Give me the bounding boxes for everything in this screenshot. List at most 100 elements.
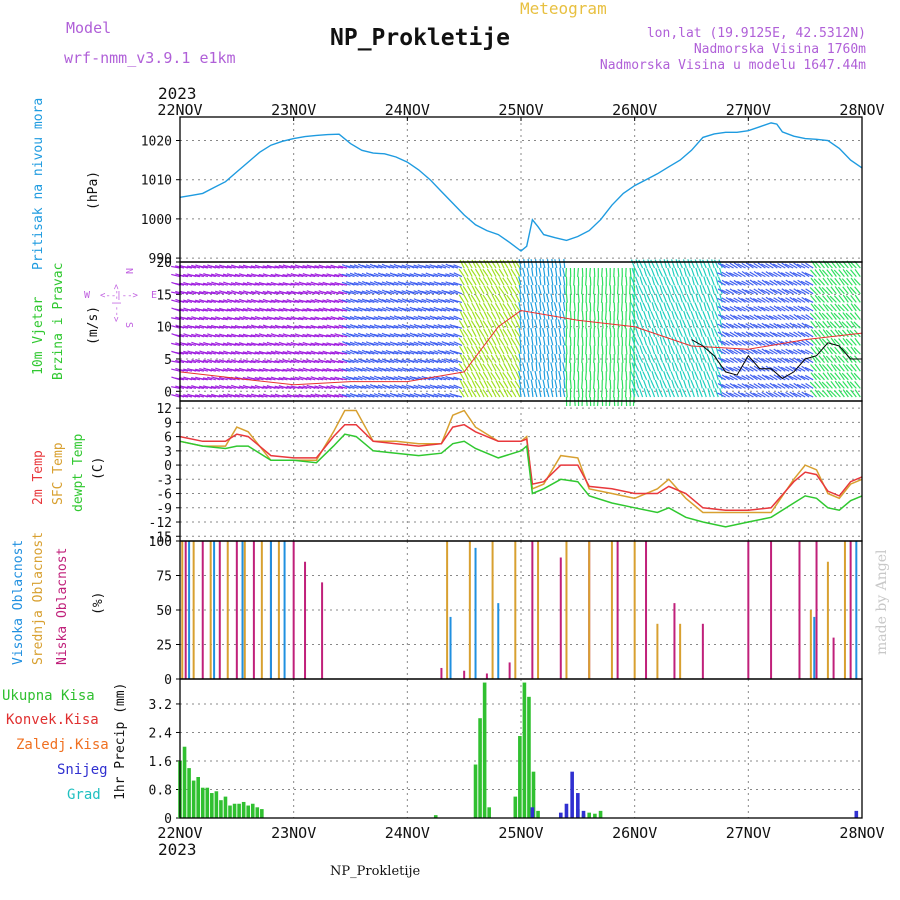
wind-arrow	[714, 319, 719, 329]
wind-arrow	[818, 363, 825, 372]
wind-arrow	[788, 280, 798, 286]
wind-arrow	[479, 319, 485, 329]
wind-arrow	[725, 314, 734, 321]
wind-arrow	[381, 307, 391, 312]
wind-arrow	[310, 316, 320, 321]
wind-arrow	[818, 278, 825, 286]
wind-arrow	[425, 384, 435, 389]
wind-arrow	[511, 371, 517, 381]
wind-arrow	[773, 289, 782, 295]
wind-arrow	[721, 314, 730, 321]
wind-arrow	[322, 291, 332, 295]
wind-arrow	[761, 332, 770, 338]
wind-arrow	[278, 333, 288, 338]
wind-arrow	[171, 360, 181, 364]
wind-arrow	[551, 258, 554, 269]
temp-ylabel-1: 2m Temp	[31, 450, 46, 505]
wind-arrow	[737, 306, 746, 312]
wind-arrow	[838, 363, 845, 372]
wind-arrow	[290, 300, 300, 303]
wind-arrow	[518, 310, 522, 320]
precip-bar-total_precip	[255, 807, 260, 818]
wind-arrow	[694, 371, 699, 381]
wind-arrow	[565, 362, 568, 372]
wind-arrow	[294, 273, 304, 278]
wind-arrow	[737, 322, 746, 329]
wind-arrow	[357, 273, 367, 278]
wind-arrow	[761, 391, 770, 398]
wind-arrow	[647, 310, 652, 320]
wind-arrow	[761, 340, 770, 346]
wind-arrow	[687, 379, 691, 389]
wind-arrow	[397, 393, 407, 398]
wind-arrow	[563, 379, 566, 389]
wind-arrow	[546, 259, 550, 269]
wind-arrow	[453, 341, 463, 346]
wind-arrow	[554, 379, 558, 389]
wind-arrow	[838, 320, 845, 329]
wind-arrow	[625, 345, 628, 355]
wind-arrow	[745, 340, 754, 346]
wind-arrow	[702, 293, 707, 303]
wind-arrow	[542, 353, 546, 363]
wind-arrow	[502, 328, 509, 338]
y-tick-label: 0	[164, 385, 172, 400]
wind-arrow	[773, 322, 782, 329]
wind-arrow	[678, 302, 683, 312]
wind-arrow	[638, 362, 644, 372]
wind-arrow	[577, 362, 579, 372]
wind-arrow	[834, 372, 841, 381]
wind-arrow	[690, 388, 695, 398]
wind-arrow	[697, 311, 703, 320]
wind-arrow	[250, 359, 260, 364]
wind-arrow	[563, 327, 566, 337]
wind-arrow	[373, 359, 383, 364]
wind-arrow	[822, 364, 829, 372]
wind-arrow	[725, 357, 734, 364]
wind-arrow	[717, 392, 726, 398]
wind-arrow	[421, 316, 431, 321]
wind-arrow	[671, 336, 676, 346]
wind-arrow	[310, 334, 320, 338]
wind-arrow	[377, 272, 387, 278]
wind-arrow	[318, 325, 328, 329]
wind-arrow	[302, 351, 312, 355]
wind-arrow	[445, 358, 455, 364]
y-tick-label: -3	[156, 473, 172, 488]
wind-arrow	[621, 353, 624, 364]
wind-arrow	[554, 267, 558, 277]
wind-arrow	[629, 362, 632, 372]
wind-arrow	[711, 379, 715, 389]
wind-arrow	[753, 262, 762, 269]
y-tick-label: 0	[164, 812, 172, 827]
wind-arrow	[409, 298, 419, 303]
wind-arrow	[417, 324, 427, 329]
wind-arrow	[413, 359, 423, 364]
wind-arrow	[580, 379, 583, 389]
wind-arrow	[597, 371, 599, 381]
wind-arrow	[741, 331, 750, 338]
wind-arrow	[638, 336, 644, 346]
wind-arrow	[777, 306, 786, 312]
x-tick-label-bottom: 24NOV	[385, 824, 430, 842]
wind-arrow	[838, 269, 845, 277]
wind-arrow	[502, 303, 509, 312]
wind-arrow	[381, 299, 391, 303]
wind-arrow	[278, 274, 288, 278]
wind-arrow	[678, 267, 683, 277]
wind-arrow	[530, 259, 534, 269]
wind-arrow	[330, 274, 340, 278]
wind-arrow	[495, 285, 501, 295]
wind-arrow	[409, 393, 419, 398]
wind-arrow	[203, 359, 212, 364]
wind-arrow	[334, 273, 344, 278]
wind-arrow	[776, 349, 786, 355]
wind-arrow	[242, 299, 252, 303]
wind-arrow	[753, 331, 762, 338]
wind-arrow	[784, 263, 794, 269]
wind-arrow	[800, 263, 810, 269]
wind-arrow	[853, 372, 861, 381]
wind-arrow	[555, 370, 558, 380]
precip-bar-total_precip	[527, 696, 531, 818]
wind-arrow	[671, 267, 676, 277]
